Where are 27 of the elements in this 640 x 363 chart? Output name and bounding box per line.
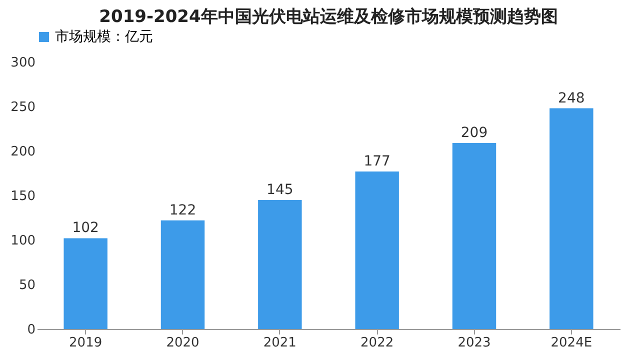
data-label: 177 [364, 153, 390, 170]
x-tick-label: 2020 [166, 336, 200, 350]
y-tick-label: 200 [10, 144, 36, 160]
y-tick-label: 150 [10, 189, 36, 204]
data-label: 248 [558, 90, 585, 106]
bar [64, 238, 108, 329]
bar [550, 108, 594, 329]
y-tick-label: 100 [10, 234, 36, 248]
x-tick-label: 2019 [69, 336, 102, 350]
bar [355, 171, 399, 329]
bar [452, 142, 496, 329]
y-tick-label: 50 [18, 278, 36, 293]
x-tick-label: 2021 [263, 336, 296, 350]
data-label: 209 [460, 124, 488, 141]
data-label: 102 [72, 220, 99, 236]
y-tick-label: 300 [10, 56, 36, 70]
y-tick-label: 250 [10, 100, 36, 115]
data-label: 122 [169, 202, 196, 218]
x-tick-label: 2023 [458, 336, 491, 350]
bar [160, 220, 205, 329]
data-label: 145 [266, 182, 294, 198]
y-tick-label: 0 [27, 322, 36, 338]
bar [258, 200, 302, 329]
x-tick-label: 2024E [550, 336, 592, 350]
legend-label: 市场规模：亿元 [55, 29, 153, 45]
x-tick-label: 2022 [360, 336, 394, 350]
chart-title: 2019-2024年中国光伏电站运维及检修市场规模预测趋势图 [99, 7, 558, 27]
